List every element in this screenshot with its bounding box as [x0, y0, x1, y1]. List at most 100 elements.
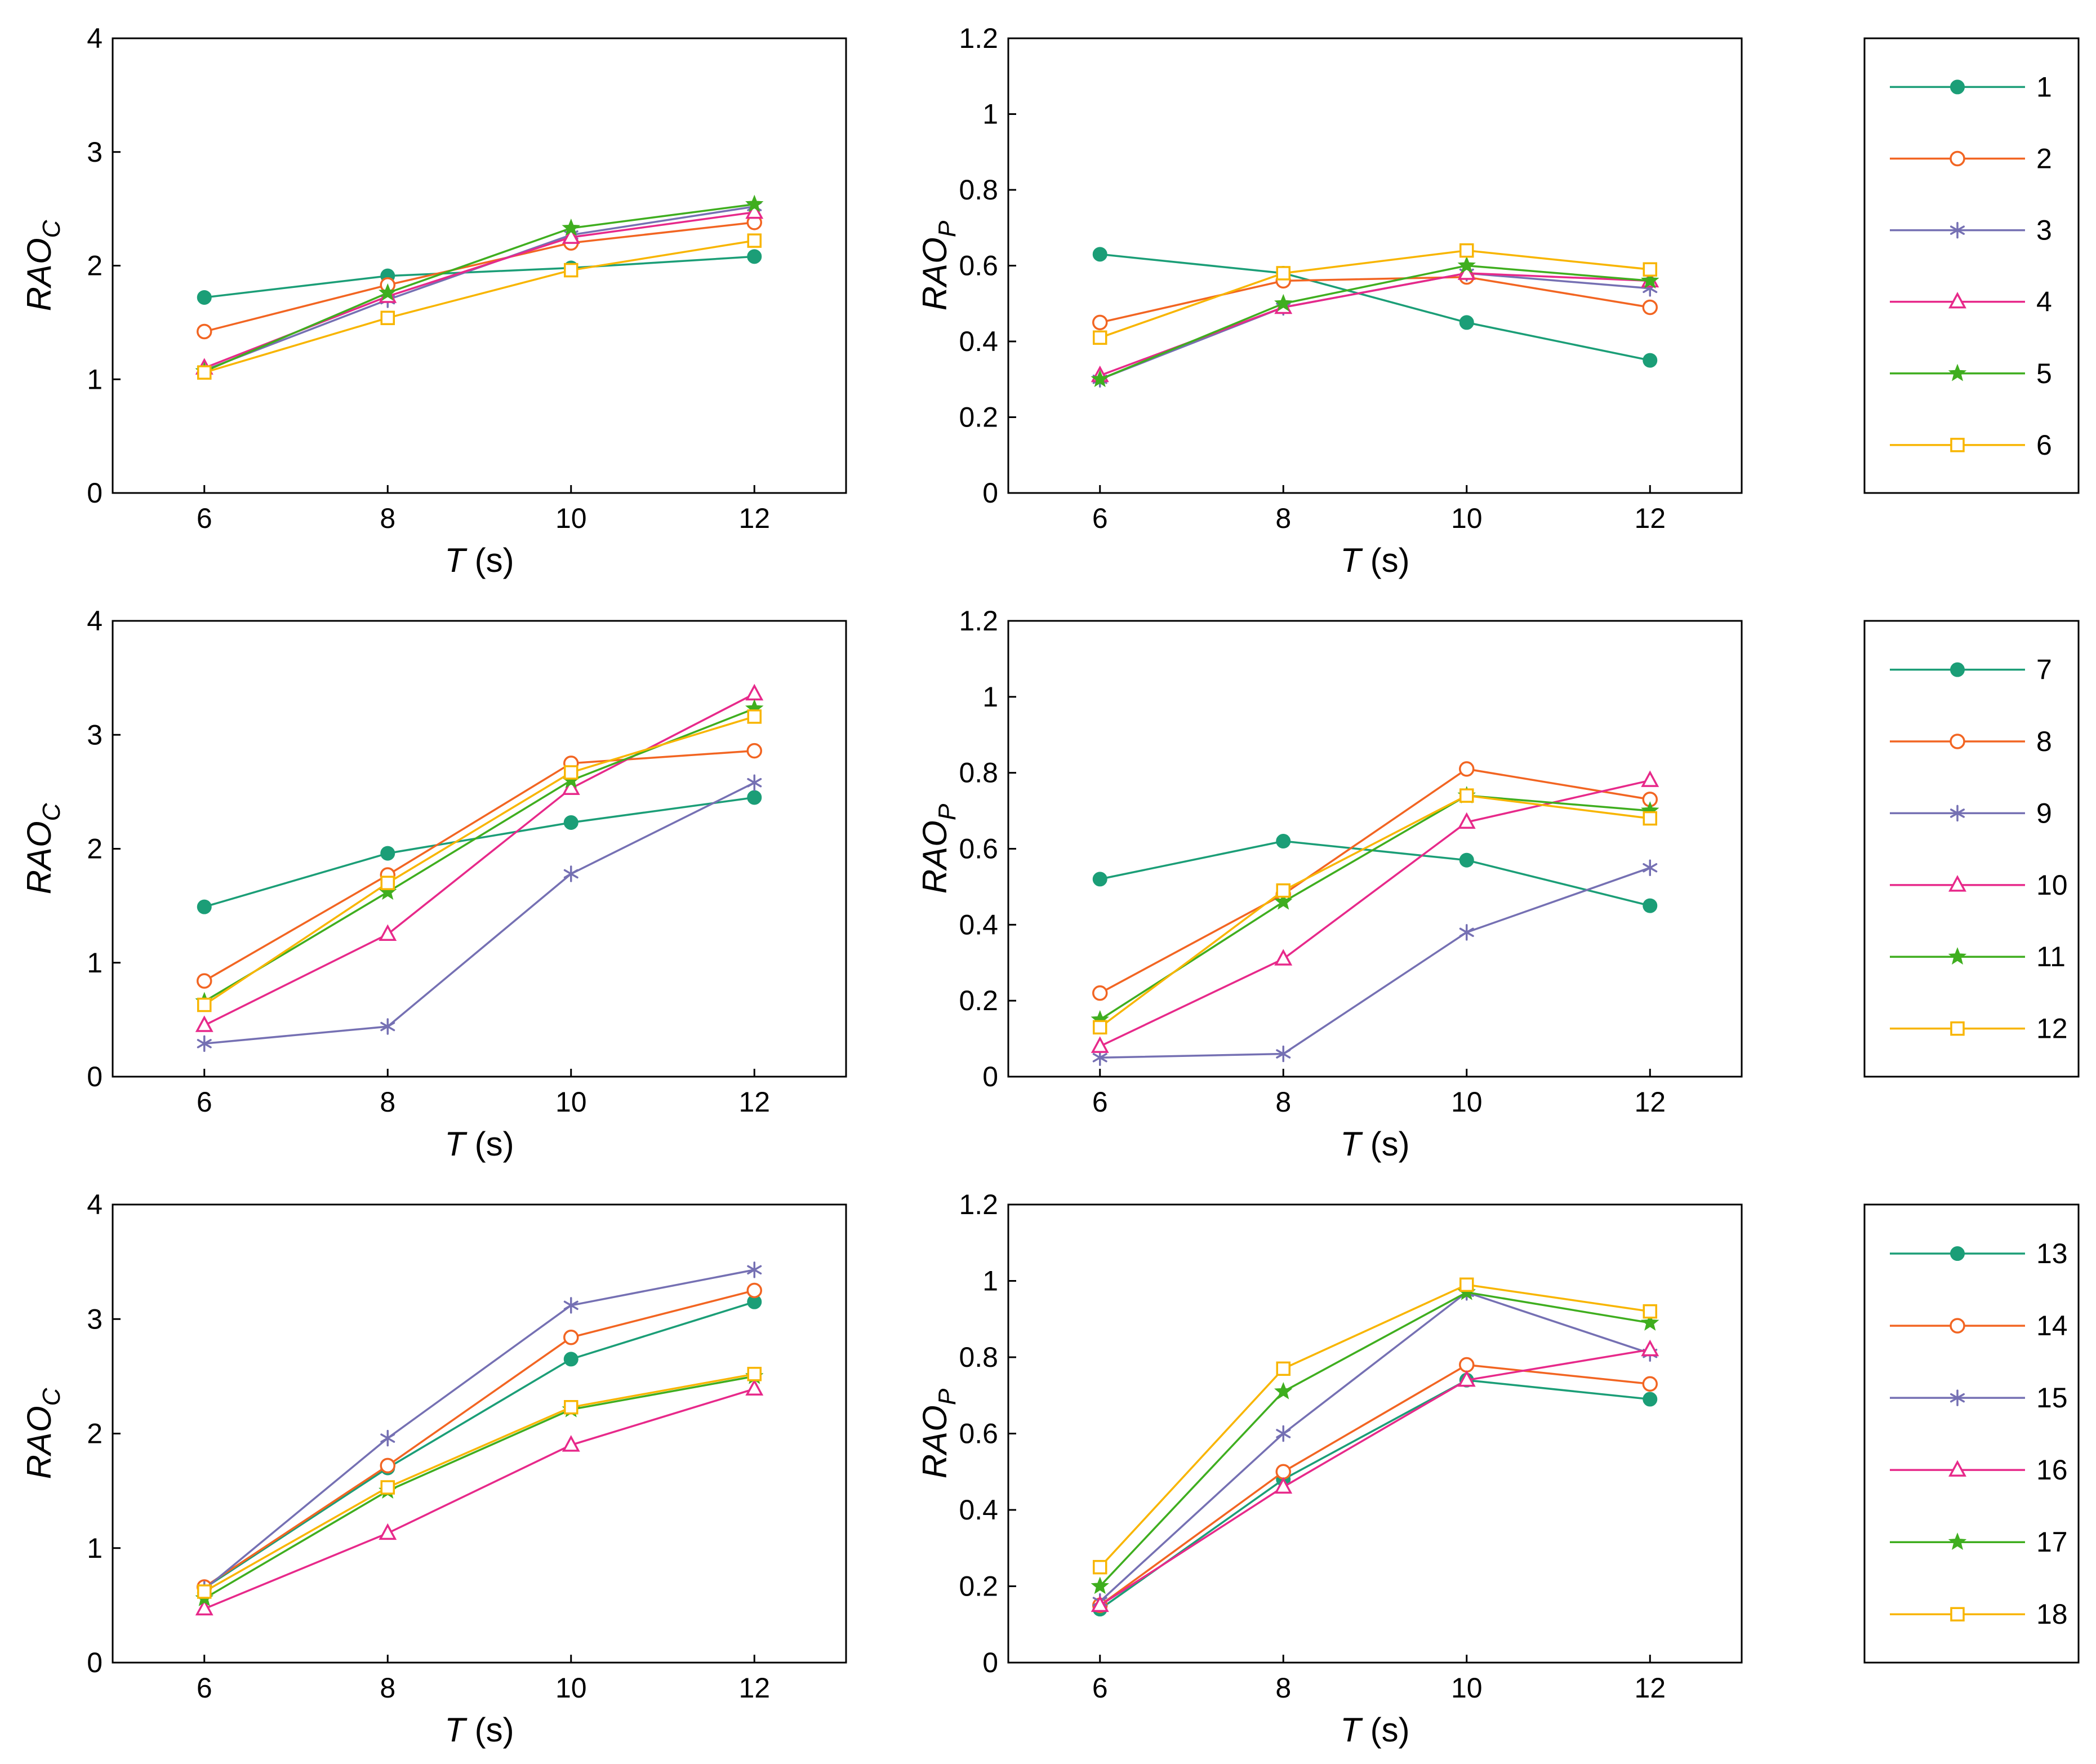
- series-10-point: [1641, 770, 1659, 787]
- y-tick-label: 3: [87, 136, 103, 168]
- plot-frame: [112, 620, 847, 1078]
- series-7-point: [1459, 852, 1474, 868]
- legend-marker: [1950, 221, 1965, 239]
- y-axis-title-subscript: C: [38, 1387, 65, 1406]
- series-16-line: [1099, 1348, 1650, 1606]
- x-axis-title: T (s): [444, 1125, 514, 1163]
- plot-frame: [1007, 37, 1743, 494]
- series-9-point: [1276, 1045, 1291, 1063]
- y-tick-label: 0.8: [959, 757, 998, 789]
- series-7-point: [1276, 834, 1291, 849]
- x-axis-title: T (s): [1340, 1125, 1409, 1163]
- legend-label: 4: [2036, 286, 2052, 318]
- y-tick-label: 0.6: [959, 250, 998, 282]
- y-tick-label: 1.2: [959, 23, 998, 54]
- legend-entry-8: 8: [1890, 726, 2052, 757]
- x-axis-title: T (s): [1340, 1711, 1409, 1749]
- series-11-line: [1099, 794, 1650, 1021]
- series-1-line: [204, 255, 755, 299]
- y-axis-title-subscript: P: [933, 803, 961, 820]
- legend-label: 1: [2036, 71, 2052, 103]
- series-6-point: [1276, 266, 1290, 281]
- legend-entry-6: 6: [1890, 429, 2052, 461]
- series-16-line: [204, 1388, 755, 1610]
- series-2: [1092, 269, 1658, 331]
- series-7-point: [1092, 872, 1107, 887]
- x-axis-title-unit: (s): [465, 541, 514, 579]
- y-tick-label: 0: [87, 477, 103, 509]
- series-9-point: [380, 1018, 395, 1035]
- legend-marker: [1948, 363, 1967, 381]
- legend-label: 2: [2036, 143, 2052, 175]
- series-9-point: [1643, 859, 1658, 876]
- series-2-point: [197, 323, 212, 340]
- x-tick-label: 8: [1275, 503, 1291, 534]
- series-13: [197, 1294, 762, 1596]
- series-2-point: [1642, 299, 1658, 316]
- legend-entry-1: 1: [1890, 71, 2052, 103]
- y-tick-label: 0.6: [959, 833, 998, 865]
- legend-label: 9: [2036, 797, 2052, 829]
- series-6-point: [564, 263, 578, 278]
- series-12-point: [1643, 811, 1657, 826]
- series-12: [197, 709, 762, 1012]
- y-tick-label: 1.2: [959, 1189, 998, 1220]
- y-tick-label: 1: [982, 1265, 998, 1297]
- y-tick-label: 2: [87, 833, 103, 865]
- y-tick-label: 0: [87, 1647, 103, 1678]
- legend-marker: [1948, 947, 1967, 965]
- series-6-point: [380, 310, 395, 326]
- series-10-point: [1091, 1036, 1109, 1053]
- series-13: [1092, 1372, 1658, 1617]
- x-axis-title-unit: (s): [465, 1125, 514, 1163]
- series-6: [1093, 243, 1657, 345]
- series-11: [1091, 786, 1659, 1028]
- series-8-point: [1459, 761, 1475, 777]
- series-5-point: [1091, 370, 1109, 388]
- series-5-line: [1100, 264, 1650, 380]
- series-6-point: [197, 365, 212, 380]
- x-tick-label: 6: [197, 503, 212, 534]
- legend-box: [1863, 620, 2080, 1078]
- x-axis-title-unit: (s): [1361, 541, 1410, 579]
- series-18-line: [203, 1373, 755, 1593]
- series-9-point: [197, 1035, 212, 1052]
- legend-label: 16: [2036, 1454, 2068, 1486]
- series-12-line: [1099, 794, 1650, 1028]
- series-2: [197, 215, 762, 340]
- series-18-point: [1643, 1304, 1657, 1319]
- series-7-line: [204, 796, 755, 908]
- y-tick-label: 0: [982, 1061, 998, 1092]
- y-tick-label: 0: [87, 1061, 103, 1092]
- series-10-point: [745, 683, 764, 701]
- y-tick-label: 4: [87, 605, 103, 637]
- x-axis-title-var: T: [1340, 1125, 1363, 1163]
- series-10-line: [1100, 779, 1650, 1047]
- y-axis-title-main: RAO: [20, 821, 58, 894]
- y-tick-label: 4: [87, 1189, 103, 1220]
- series-6-point: [1459, 243, 1474, 258]
- series-4-line: [204, 211, 755, 369]
- series-15-line: [203, 1269, 755, 1590]
- x-axis-title: T (s): [1340, 541, 1409, 579]
- x-tick-label: 8: [1275, 1086, 1291, 1118]
- legend-entry-10: 10: [1890, 869, 2068, 901]
- series-1-point: [1459, 315, 1474, 330]
- series-12-point: [197, 997, 212, 1012]
- series-10-point: [1457, 812, 1476, 829]
- legend-entry-17: 17: [1890, 1526, 2068, 1558]
- series-16-point: [562, 1435, 580, 1452]
- legend-marker: [1950, 1318, 1965, 1334]
- y-tick-label: 1: [87, 1532, 103, 1564]
- legend-entry-18: 18: [1890, 1598, 2068, 1630]
- series-5-point: [379, 283, 397, 301]
- series-9-point: [747, 774, 762, 791]
- x-axis-title-var: T: [1340, 541, 1363, 579]
- y-axis-title: RAOC: [20, 802, 65, 894]
- legend-box: [1863, 1203, 2080, 1664]
- series-10-point: [379, 924, 397, 941]
- legend-marker: [1950, 150, 1965, 167]
- y-tick-label: 1: [982, 681, 998, 713]
- legend-marker: [1950, 805, 1965, 822]
